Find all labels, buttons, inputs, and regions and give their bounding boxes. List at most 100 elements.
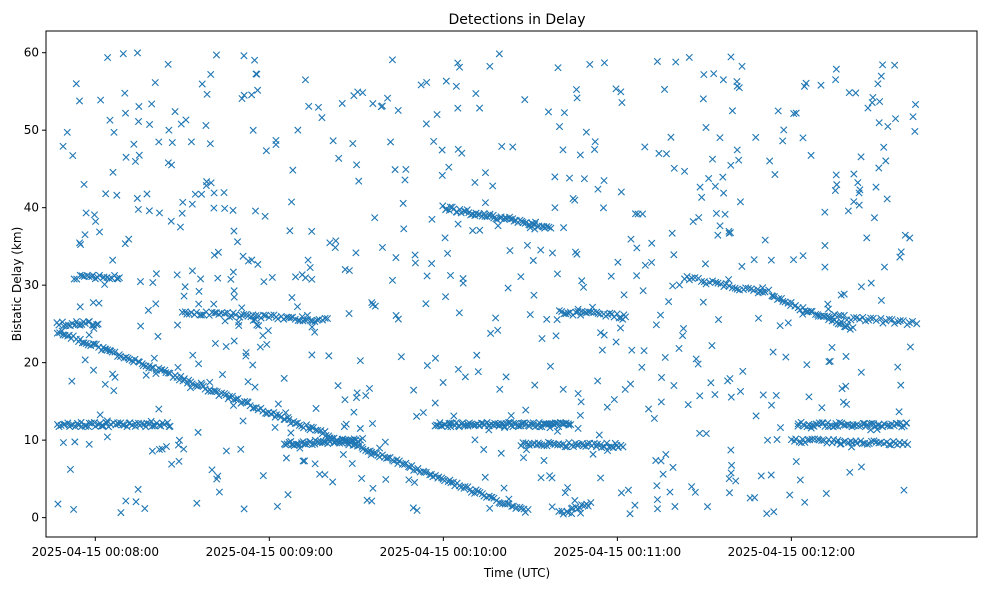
data-point	[909, 113, 917, 121]
data-point	[728, 107, 737, 115]
data-point	[242, 348, 250, 357]
data-point	[603, 403, 611, 411]
data-point	[431, 354, 440, 362]
data-point	[238, 304, 246, 312]
data-point	[833, 181, 841, 189]
data-point	[712, 209, 721, 218]
data-point	[767, 471, 775, 479]
data-point	[834, 320, 842, 328]
data-point	[675, 281, 684, 289]
data-point	[334, 382, 342, 390]
data-point	[213, 388, 221, 396]
data-point	[174, 441, 183, 449]
data-point	[392, 254, 400, 262]
data-point	[553, 316, 561, 324]
data-point	[430, 137, 438, 146]
data-point	[588, 303, 597, 311]
data-point	[471, 436, 479, 444]
data-point	[186, 384, 195, 392]
data-point	[67, 421, 75, 429]
data-point	[195, 360, 203, 368]
data-point	[106, 116, 114, 124]
data-point	[857, 153, 865, 161]
data-point	[576, 411, 584, 419]
data-point	[139, 361, 147, 370]
data-point	[564, 420, 572, 428]
data-point	[556, 441, 565, 449]
data-point	[763, 510, 771, 518]
data-point	[714, 231, 722, 239]
data-point	[765, 286, 773, 294]
data-point	[685, 53, 693, 62]
data-point	[897, 381, 905, 389]
data-point	[175, 457, 183, 465]
data-point	[875, 119, 883, 127]
data-point	[422, 468, 430, 476]
data-point	[158, 445, 166, 453]
data-point	[567, 421, 575, 429]
data-point	[150, 354, 158, 362]
data-point	[824, 300, 832, 308]
data-point	[641, 143, 649, 151]
data-point	[840, 311, 848, 319]
data-point	[59, 331, 67, 339]
data-point	[524, 505, 532, 514]
data-point	[584, 502, 592, 510]
data-point	[712, 278, 720, 286]
data-point	[210, 300, 218, 308]
data-point	[89, 298, 97, 307]
data-point	[363, 496, 371, 504]
data-point	[249, 361, 257, 369]
data-point	[675, 344, 683, 353]
data-point	[725, 229, 733, 237]
data-point	[700, 70, 708, 79]
data-point	[71, 438, 79, 446]
data-point	[332, 237, 340, 245]
data-point	[568, 510, 576, 518]
data-point	[331, 243, 339, 252]
data-point	[885, 441, 893, 449]
data-point	[151, 79, 159, 87]
data-point	[384, 454, 392, 462]
data-point	[742, 284, 750, 292]
data-point	[53, 329, 61, 337]
data-point	[428, 259, 436, 268]
data-point	[782, 353, 790, 361]
data-point	[158, 366, 166, 374]
data-point	[365, 384, 374, 393]
data-point	[736, 198, 745, 206]
data-point	[543, 223, 551, 231]
data-point	[529, 256, 537, 265]
data-point	[221, 317, 229, 325]
data-point	[911, 100, 920, 109]
data-point	[856, 315, 864, 323]
data-point	[825, 358, 833, 366]
data-point	[181, 283, 189, 291]
data-point	[603, 446, 612, 455]
data-point	[134, 485, 142, 493]
data-point	[696, 392, 704, 400]
data-point	[68, 377, 76, 385]
data-point	[519, 454, 528, 462]
data-point	[211, 339, 219, 348]
data-point	[132, 498, 140, 506]
data-point	[522, 406, 530, 414]
data-point	[492, 314, 500, 322]
data-point	[727, 469, 735, 477]
data-point	[238, 95, 246, 103]
data-point	[149, 279, 157, 287]
data-point	[402, 165, 410, 174]
data-point	[856, 186, 864, 194]
data-point	[779, 297, 787, 306]
data-point	[308, 351, 316, 359]
data-point	[716, 134, 724, 142]
data-point	[633, 272, 641, 280]
data-point	[359, 434, 367, 443]
data-point	[621, 385, 629, 394]
data-point	[419, 408, 427, 417]
data-point	[725, 275, 733, 284]
data-point	[656, 311, 665, 319]
data-point	[839, 398, 848, 406]
data-point	[619, 443, 627, 451]
data-point	[165, 126, 173, 134]
